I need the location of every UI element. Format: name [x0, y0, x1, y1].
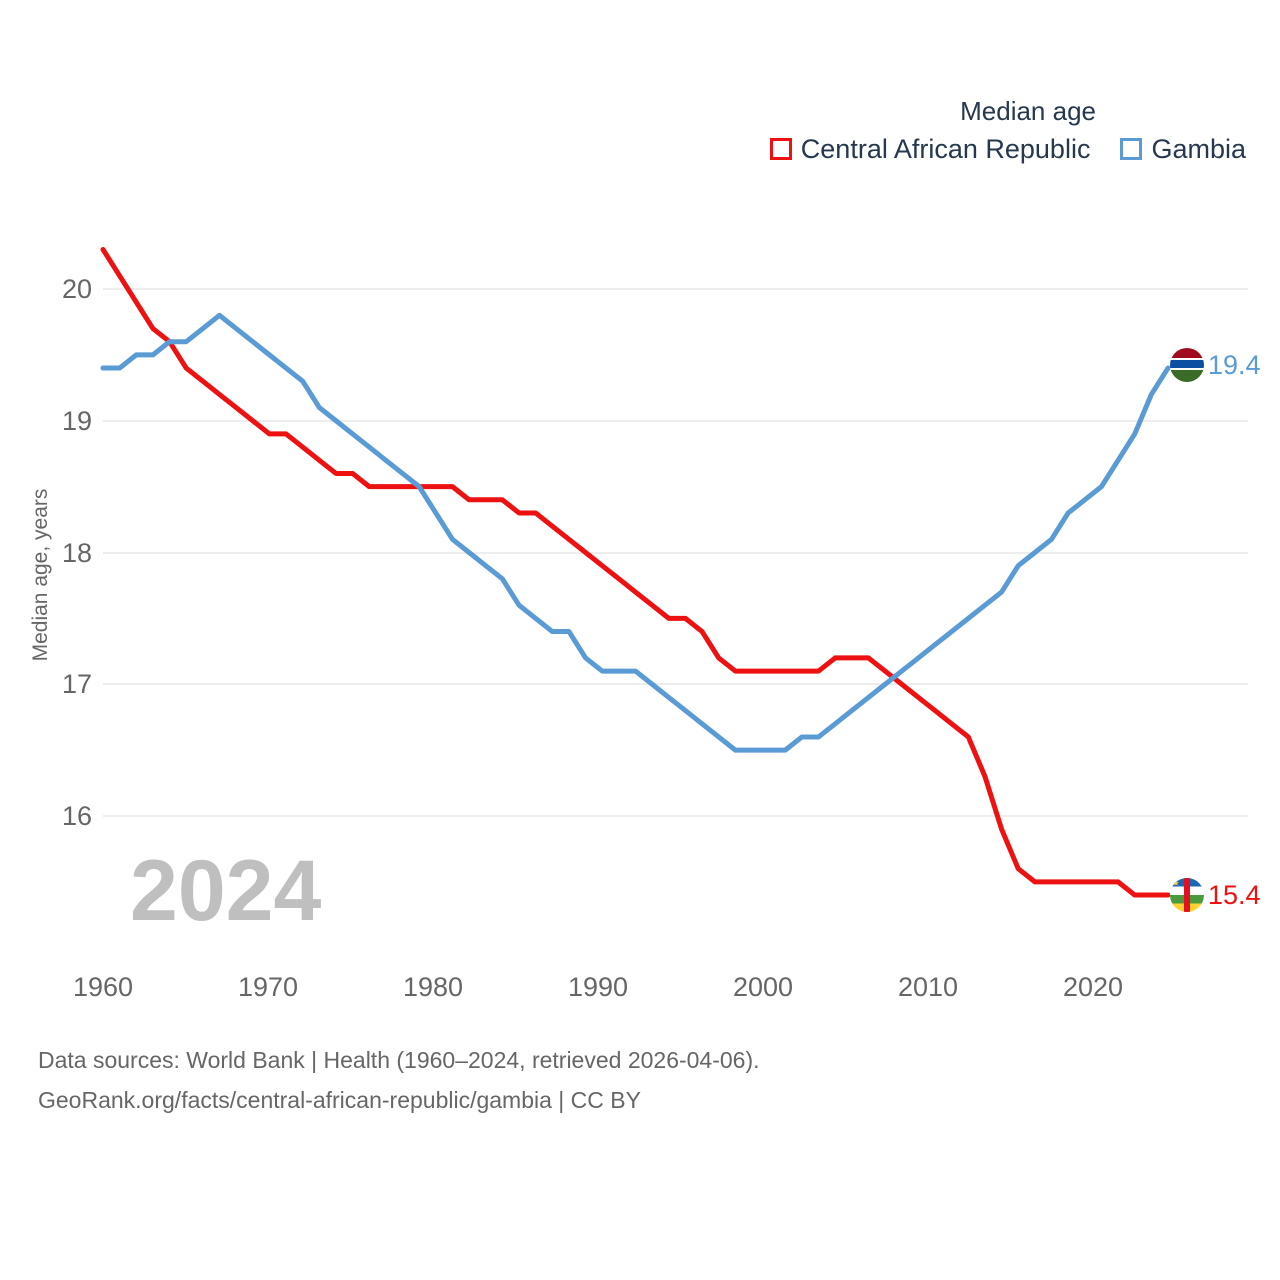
- line-gambia[interactable]: [100, 312, 1171, 753]
- y-axis-title: Median age, years: [29, 489, 52, 662]
- legend-title: Median age: [960, 96, 1096, 126]
- end-label-gambia: 19.4: [1208, 350, 1261, 380]
- gambia-flag-icon: [1170, 348, 1204, 382]
- legend-item-label: Gambia: [1151, 134, 1246, 164]
- legend-item-central-african-republic[interactable]: Central African Republic: [769, 134, 1091, 164]
- x-tick-1990: 1990: [568, 972, 628, 1002]
- legend-item-label: Central African Republic: [800, 134, 1091, 164]
- legend-item-gambia[interactable]: Gambia: [1120, 134, 1246, 164]
- x-tick-2010: 2010: [898, 972, 958, 1002]
- year-watermark: 2024: [130, 843, 322, 939]
- x-tick-1970: 1970: [238, 972, 298, 1002]
- legend-swatch-icon: [769, 138, 792, 160]
- x-tick-2000: 2000: [733, 972, 793, 1002]
- y-tick-18: 18: [62, 538, 92, 568]
- data-series-group: [100, 246, 1171, 898]
- central-african-republic-flag-icon: [1170, 878, 1204, 912]
- y-tick-labels: 20 19 18 17 16: [62, 274, 92, 831]
- footer-data-sources: Data sources: World Bank | Health (1960–…: [38, 1047, 760, 1073]
- y-tick-19: 19: [62, 406, 92, 436]
- end-label-central-african-republic: 15.4: [1208, 880, 1261, 910]
- line-central-african-republic[interactable]: [100, 246, 1171, 898]
- footer-attribution: GeoRank.org/facts/central-african-republ…: [38, 1087, 641, 1113]
- x-tick-labels: 1960 1970 1980 1990 2000 2010 2020: [73, 972, 1123, 1002]
- y-gridlines: [103, 288, 1248, 817]
- chart-footer: Data sources: World Bank | Health (1960–…: [38, 1040, 760, 1120]
- x-tick-1980: 1980: [403, 972, 463, 1002]
- y-tick-17: 17: [62, 669, 92, 699]
- x-tick-2020: 2020: [1063, 972, 1123, 1002]
- x-tick-1960: 1960: [73, 972, 133, 1002]
- legend-swatch-icon: [1120, 138, 1143, 160]
- y-tick-16: 16: [62, 801, 92, 831]
- y-tick-20: 20: [62, 274, 92, 304]
- chart-legend: Median age Central African Republic Gamb…: [0, 96, 1248, 164]
- legend-items: Central African Republic Gambia: [0, 134, 1248, 164]
